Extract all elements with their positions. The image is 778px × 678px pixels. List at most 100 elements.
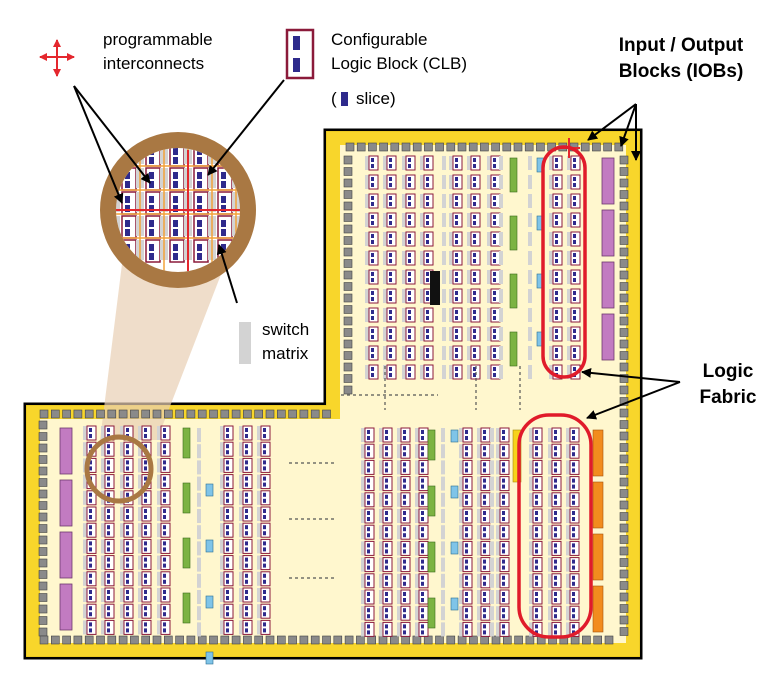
block-ram xyxy=(59,427,73,475)
switch-matrix xyxy=(449,194,453,208)
clb xyxy=(551,508,562,524)
switch-matrix xyxy=(220,474,224,489)
slice xyxy=(555,253,558,257)
slice xyxy=(245,547,248,552)
switch-matrix xyxy=(529,444,533,459)
io-bank xyxy=(592,533,604,581)
slice xyxy=(126,590,129,594)
switch-matrix xyxy=(477,622,481,637)
switch-matrix xyxy=(467,270,471,284)
slice xyxy=(144,498,147,503)
switch-matrix xyxy=(529,460,533,475)
io-pad xyxy=(38,478,48,487)
clb xyxy=(570,193,581,209)
switch-matrix xyxy=(257,490,261,505)
clb xyxy=(462,557,473,573)
clb xyxy=(364,589,375,605)
switch-matrix xyxy=(197,622,201,637)
switch-matrix xyxy=(379,476,383,491)
clb xyxy=(551,540,562,556)
switch-matrix xyxy=(402,289,406,303)
slice xyxy=(403,527,406,532)
slice xyxy=(385,430,388,434)
clb xyxy=(532,540,543,556)
clb xyxy=(405,345,416,361)
slice xyxy=(226,515,229,519)
io-pad xyxy=(343,247,353,257)
io-pad xyxy=(186,409,196,419)
clb xyxy=(141,555,152,571)
slice xyxy=(483,592,486,596)
switch-matrix xyxy=(442,365,446,379)
switch-matrix xyxy=(490,541,494,556)
switch-matrix xyxy=(361,573,365,588)
io-pad xyxy=(619,167,629,176)
slice xyxy=(554,452,557,457)
switch-matrix-icon xyxy=(239,322,251,364)
slice xyxy=(126,525,129,530)
slice xyxy=(107,573,110,578)
slice xyxy=(572,565,575,570)
clb xyxy=(160,474,171,490)
slice xyxy=(408,158,411,162)
switch-matrix xyxy=(566,509,570,523)
io-pad xyxy=(480,635,490,645)
switch-matrix xyxy=(487,175,491,189)
slice xyxy=(535,624,538,629)
clb xyxy=(123,571,134,587)
io-pad xyxy=(582,635,591,645)
slice xyxy=(144,541,147,546)
slice xyxy=(555,202,558,206)
io-pad xyxy=(231,409,241,419)
switch-matrix xyxy=(257,588,261,602)
switch-matrix xyxy=(157,571,161,586)
slice xyxy=(403,598,406,602)
slice xyxy=(144,515,147,519)
slice xyxy=(455,202,458,206)
io-pad xyxy=(619,293,629,303)
slice xyxy=(263,547,266,552)
switch-matrix xyxy=(441,573,445,588)
clb xyxy=(242,474,253,490)
slice xyxy=(371,373,374,377)
io-pad xyxy=(186,635,196,645)
switch-matrix xyxy=(496,622,500,637)
clb xyxy=(570,250,581,266)
switch-matrix xyxy=(490,606,494,621)
clb xyxy=(552,307,563,323)
io-pad xyxy=(343,259,353,268)
zoom-target-ring xyxy=(84,434,154,504)
slice xyxy=(89,596,92,600)
switch-matrix xyxy=(197,460,201,475)
switch-matrix xyxy=(467,194,471,208)
slice xyxy=(421,452,424,457)
switch-matrix xyxy=(442,251,446,265)
slice xyxy=(163,547,166,552)
io-pad xyxy=(446,142,456,152)
switch-matrix xyxy=(197,557,201,572)
clb xyxy=(368,212,379,228)
slice xyxy=(245,573,248,578)
switch-matrix xyxy=(566,525,570,540)
switch-matrix xyxy=(567,175,571,189)
slice xyxy=(367,511,370,515)
slice xyxy=(385,462,388,467)
slice xyxy=(163,579,166,584)
switch-matrix xyxy=(528,232,532,246)
clb xyxy=(462,492,473,508)
slice xyxy=(573,253,576,257)
switch-matrix xyxy=(441,428,445,442)
io-pad xyxy=(593,635,603,645)
switch-matrix xyxy=(496,606,500,621)
clb xyxy=(551,524,562,540)
switch-matrix xyxy=(528,365,532,379)
switch-matrix xyxy=(528,156,532,170)
slice xyxy=(535,565,538,570)
io-pad xyxy=(141,635,150,645)
clb xyxy=(123,619,134,635)
switch-matrix xyxy=(101,588,105,602)
slice xyxy=(502,511,505,515)
clb xyxy=(386,307,397,323)
switch-matrix xyxy=(566,444,570,459)
switch-matrix xyxy=(120,620,124,635)
